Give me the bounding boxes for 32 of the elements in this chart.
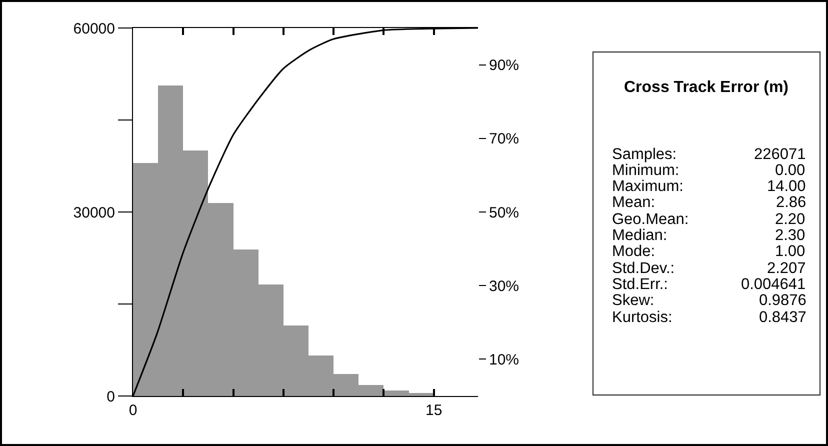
text: 1.00 bbox=[775, 243, 806, 260]
text: Median: bbox=[612, 227, 668, 244]
y2-tick-label: 70% bbox=[489, 130, 520, 148]
text: Mean: bbox=[612, 194, 656, 211]
y-tick-label: 30000 bbox=[73, 204, 115, 222]
text: 0.8437 bbox=[759, 309, 806, 326]
y2-tick-label: 50% bbox=[489, 204, 520, 222]
y-tick-label: 0 bbox=[106, 388, 115, 406]
text: 2.30 bbox=[775, 227, 806, 244]
text: Std.Dev.: bbox=[612, 260, 675, 277]
text: 2.20 bbox=[775, 211, 806, 228]
text: 226071 bbox=[754, 146, 806, 163]
y2-tick-label: 10% bbox=[489, 351, 520, 368]
y2-tick-label: 90% bbox=[489, 57, 520, 74]
text: Samples: bbox=[612, 146, 677, 163]
x-tick-label: 15 bbox=[426, 402, 442, 419]
text: Std.Err.: bbox=[612, 276, 668, 293]
text: 2.86 bbox=[776, 194, 806, 211]
text: Minimum: bbox=[612, 162, 680, 179]
text: Cross Track Error (m) bbox=[624, 79, 789, 96]
text: Kurtosis: bbox=[612, 309, 672, 326]
text: Skew: bbox=[612, 292, 654, 309]
text: Maximum: bbox=[612, 178, 684, 195]
y2-tick-label: 30% bbox=[489, 278, 520, 295]
text: Mode: bbox=[612, 243, 656, 260]
y-tick-label: 60000 bbox=[73, 20, 115, 38]
text: 2.207 bbox=[767, 260, 806, 277]
text: 0.9876 bbox=[759, 292, 806, 309]
text: Geo.Mean: bbox=[612, 211, 689, 228]
text: 0.004641 bbox=[741, 276, 806, 293]
text: 0.00 bbox=[775, 162, 806, 179]
text: 14.00 bbox=[767, 178, 806, 195]
